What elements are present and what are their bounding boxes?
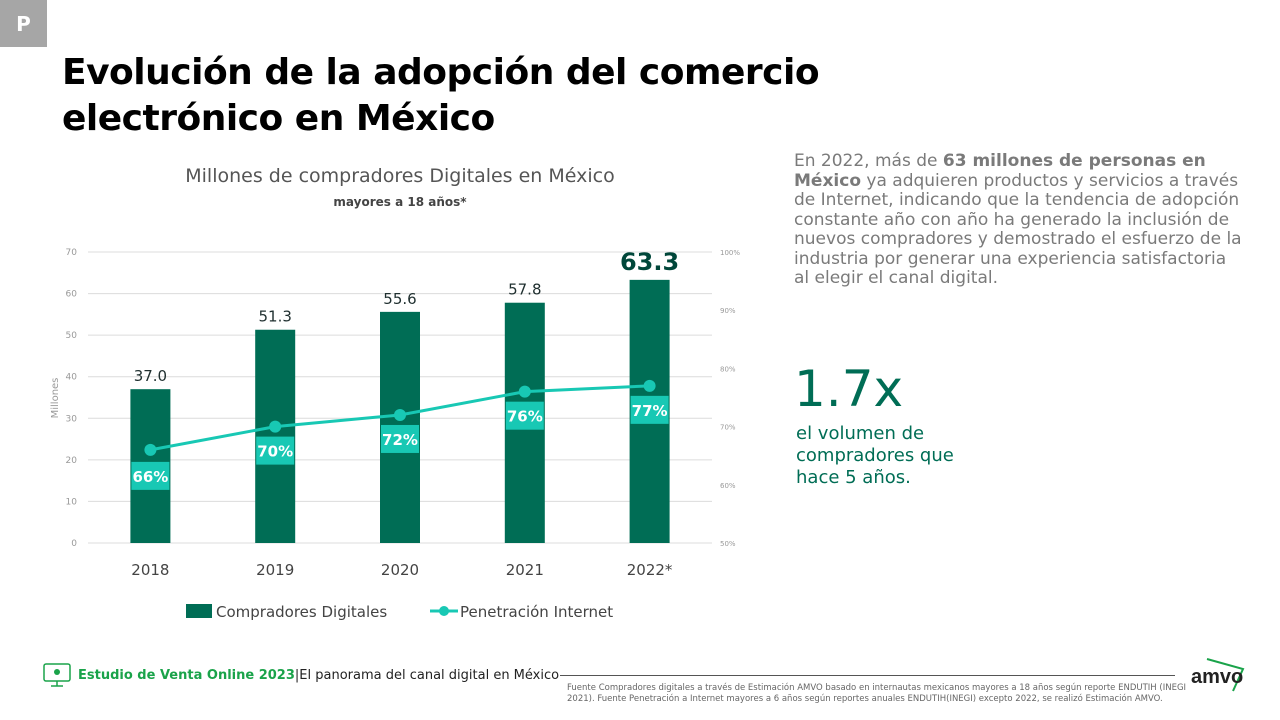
y2-tick-label: 70% xyxy=(720,424,736,432)
line-label-box xyxy=(630,395,669,424)
bar-value-label: 63.3 xyxy=(620,248,679,276)
x-tick-label: 2020 xyxy=(381,561,419,579)
legend-swatch-bars xyxy=(186,604,212,618)
svg-text:amvo: amvo xyxy=(1191,666,1243,688)
footer-study: Estudio de Venta Online 2023 | El panora… xyxy=(42,662,559,688)
line-point xyxy=(394,408,406,421)
legend-label: Compradores Digitales xyxy=(216,603,387,621)
footer-divider xyxy=(560,675,1175,676)
line-label-box xyxy=(131,461,170,490)
line-point xyxy=(518,385,531,398)
summary-bold: 63 millones de personas en México xyxy=(794,151,1206,191)
highlight-text: el volumen de compradores que hace 5 año… xyxy=(796,423,954,488)
source-note: Fuente Compradores digitales a través de… xyxy=(567,683,1187,704)
chart-title: Millones de compradores Digitales en Méx… xyxy=(185,165,615,187)
line-value-label: 66% xyxy=(132,468,168,486)
line-point xyxy=(643,379,656,392)
y2-tick-label: 90% xyxy=(720,307,736,315)
y2-tick-label: 50% xyxy=(720,540,736,548)
y2-tick-label: 100% xyxy=(720,249,740,257)
line-point xyxy=(144,443,157,456)
bar-line-chart: 0 10 20 30 40 50 60 70 50% 60% 70% 80% 90% 100% Millon… xyxy=(50,248,740,621)
y-tick-label: 20 xyxy=(66,456,78,466)
highlight-value: 1.7x xyxy=(794,360,904,418)
y-tick-label: 60 xyxy=(66,290,78,300)
line-label-box xyxy=(505,401,544,430)
y-tick-label: 70 xyxy=(66,248,78,258)
bar-value-label: 51.3 xyxy=(258,308,291,326)
study-name: Estudio de Venta Online 2023 xyxy=(78,667,295,683)
y-tick-label: 40 xyxy=(66,373,78,383)
x-tick-label: 2022* xyxy=(627,561,673,579)
bar-value-label: 37.0 xyxy=(134,367,167,385)
footer-separator: | xyxy=(294,667,300,683)
line-label-box xyxy=(256,436,295,465)
line-value-label: 70% xyxy=(257,443,293,461)
summary-text-rest: ya adquieren productos y servicios a tra… xyxy=(794,170,1242,288)
y2-tick-label: 80% xyxy=(720,365,736,373)
monitor-icon xyxy=(43,663,71,687)
x-tick-label: 2018 xyxy=(131,561,169,579)
x-tick-label: 2019 xyxy=(256,561,294,579)
y-tick-label: 0 xyxy=(71,539,77,549)
line-value-label: 76% xyxy=(507,408,543,426)
study-subtitle: El panorama del canal digital en México xyxy=(299,667,560,683)
y2-tick-label: 60% xyxy=(720,482,736,490)
legend-swatch-point xyxy=(439,606,449,616)
y-tick-label: 10 xyxy=(66,497,78,507)
line-label-box xyxy=(381,424,419,453)
bar-value-label: 57.8 xyxy=(508,281,541,299)
y-tick-label: 30 xyxy=(66,414,78,424)
bar-value-label: 55.6 xyxy=(383,290,416,308)
line-point xyxy=(269,420,282,433)
y-axis-label: Millones xyxy=(50,378,61,419)
summary-text: En 2022, más de xyxy=(794,151,943,171)
y-tick-label: 50 xyxy=(66,331,78,341)
line-value-label: 77% xyxy=(632,402,668,420)
section-badge: P xyxy=(0,0,47,47)
bar xyxy=(255,329,296,543)
line-value-label: 72% xyxy=(382,431,418,449)
chart-subtitle: mayores a 18 años* xyxy=(333,195,467,209)
legend-label: Penetración Internet xyxy=(460,603,613,621)
x-tick-label: 2021 xyxy=(506,561,544,579)
summary-paragraph: En 2022, más de 63 millones de personas … xyxy=(794,151,1244,289)
amvo-logo: amvo xyxy=(1191,658,1245,692)
page-title: Evolución de la adopción del comercio el… xyxy=(62,52,820,139)
